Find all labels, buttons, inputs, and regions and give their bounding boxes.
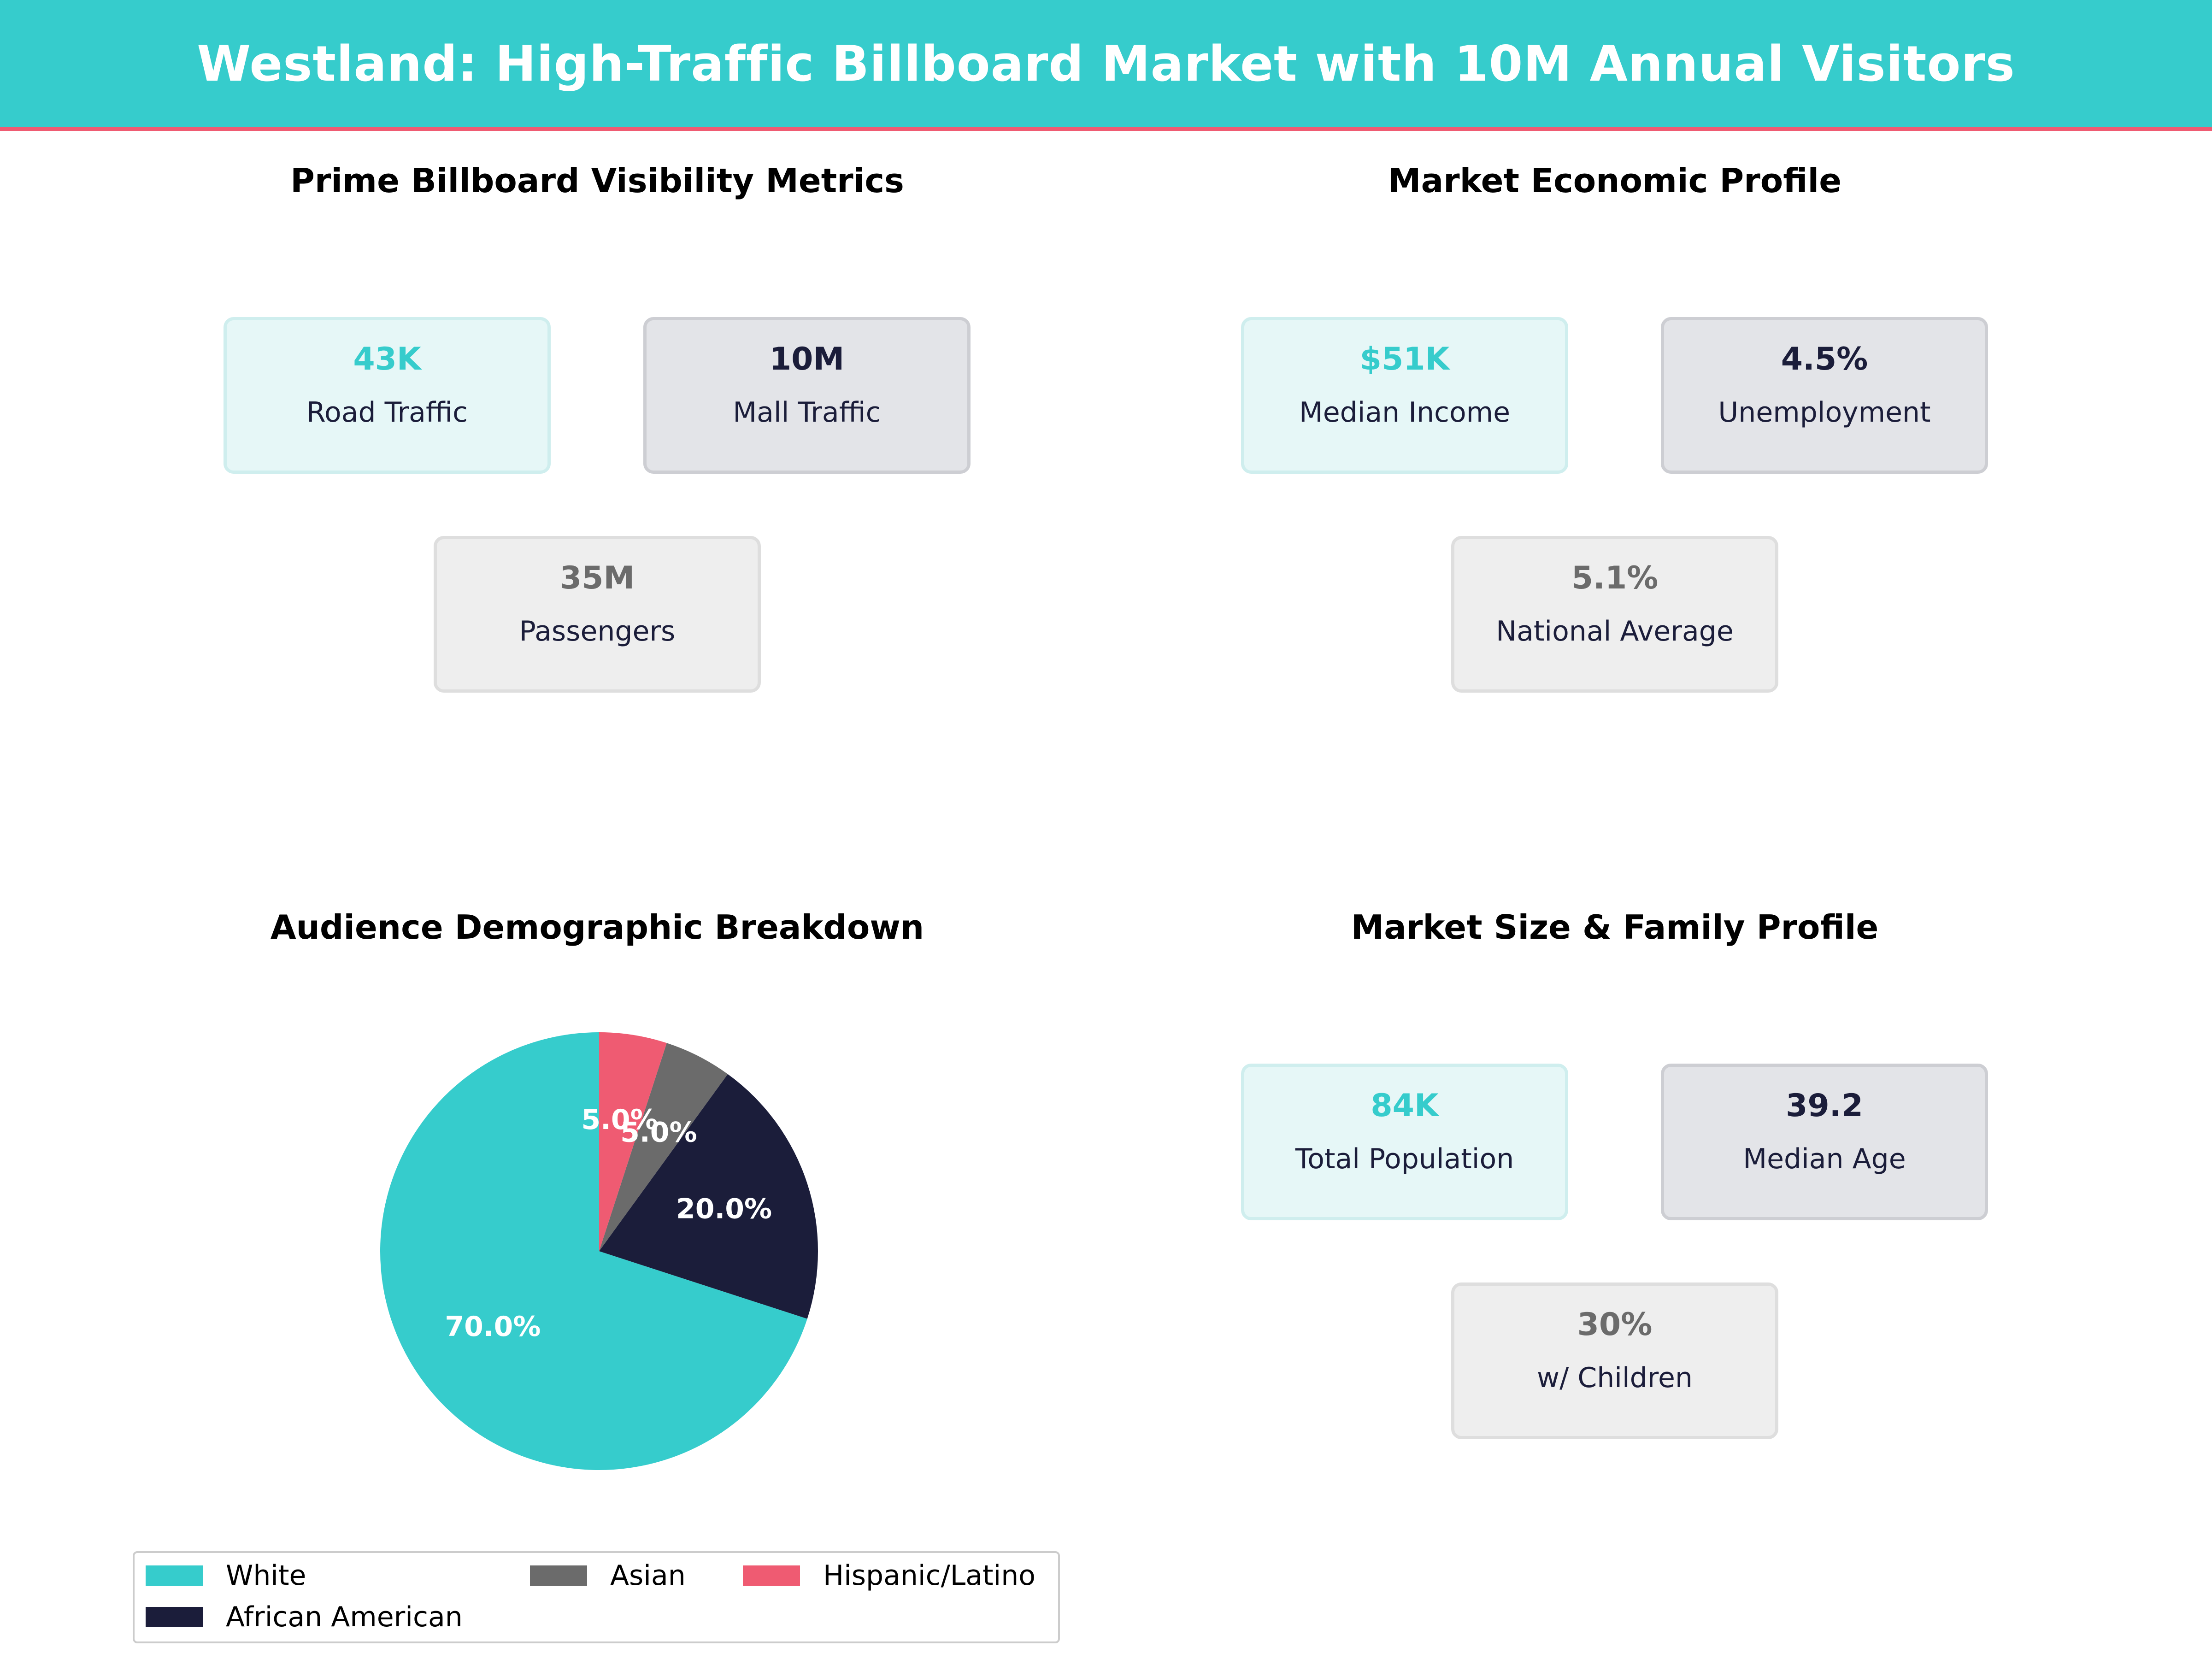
legend-item-hispanic-latino: Hispanic/Latino xyxy=(743,1559,1035,1592)
median-age-value: 39.2 xyxy=(1786,1088,1863,1124)
pie-label-white: 70.0% xyxy=(445,1311,541,1343)
pie-slice-white xyxy=(380,1032,807,1470)
national-average-card: 5.1% National Average xyxy=(1451,536,1778,693)
with-children-label: w/ Children xyxy=(1537,1362,1693,1394)
passengers-card: 35M Passengers xyxy=(434,536,761,693)
legend-swatch-asian xyxy=(530,1565,587,1586)
header-banner: Westland: High-Traffic Billboard Market … xyxy=(0,0,2212,131)
pie-label-african-american: 20.0% xyxy=(676,1193,772,1225)
passengers-value: 35M xyxy=(559,560,635,596)
median-income-value: $51K xyxy=(1359,341,1450,377)
market-panel-title: Market Size & Family Profile xyxy=(1351,908,1879,947)
demographic-pie-chart: 70.0% 20.0% 5.0%5.0% xyxy=(380,1032,818,1470)
pie-label-hispanic-latino: 5.0% xyxy=(581,1104,658,1136)
legend-swatch-hispanic-latino xyxy=(743,1565,800,1586)
pie-label-asian: 5.0% xyxy=(620,1117,697,1149)
legend-label-white: White xyxy=(226,1559,306,1592)
road-traffic-label: Road Traffic xyxy=(306,396,468,429)
median-income-label: Median Income xyxy=(1299,396,1511,429)
mall-traffic-value: 10M xyxy=(769,341,845,377)
median-age-card: 39.2 Median Age xyxy=(1661,1064,1988,1220)
legend-item-african-american: African American xyxy=(146,1601,463,1633)
mall-traffic-card: 10M Mall Traffic xyxy=(643,317,971,474)
legend-label-african-american: African American xyxy=(226,1601,463,1633)
road-traffic-card: 43K Road Traffic xyxy=(224,317,551,474)
legend-swatch-african-american xyxy=(146,1607,203,1627)
unemployment-card: 4.5% Unemployment xyxy=(1661,317,1988,474)
total-population-card: 84K Total Population xyxy=(1241,1064,1568,1220)
national-average-value: 5.1% xyxy=(1571,560,1659,596)
pie-legend: White African American Asian Hispanic/La… xyxy=(133,1551,1060,1643)
road-traffic-value: 43K xyxy=(353,341,421,377)
legend-swatch-white xyxy=(146,1565,203,1586)
page-title: Westland: High-Traffic Billboard Market … xyxy=(197,35,2015,92)
median-income-card: $51K Median Income xyxy=(1241,317,1568,474)
demographic-panel-title: Audience Demographic Breakdown xyxy=(270,908,924,947)
legend-item-white: White xyxy=(146,1559,306,1592)
pie-slice-asian xyxy=(599,1043,728,1251)
pie-slice-hispanic-latino xyxy=(599,1032,667,1251)
median-age-label: Median Age xyxy=(1743,1143,1906,1175)
legend-item-asian: Asian xyxy=(530,1559,686,1592)
visibility-panel-title: Prime Billboard Visibility Metrics xyxy=(290,161,904,200)
with-children-card: 30% w/ Children xyxy=(1451,1282,1778,1439)
mall-traffic-label: Mall Traffic xyxy=(733,396,881,429)
pie-slice-african-american xyxy=(599,1074,818,1319)
total-population-label: Total Population xyxy=(1295,1143,1514,1175)
national-average-label: National Average xyxy=(1496,615,1734,647)
unemployment-value: 4.5% xyxy=(1781,341,1868,377)
with-children-value: 30% xyxy=(1577,1306,1653,1343)
unemployment-label: Unemployment xyxy=(1718,396,1931,429)
legend-label-hispanic-latino: Hispanic/Latino xyxy=(823,1559,1035,1592)
passengers-label: Passengers xyxy=(519,615,676,647)
legend-label-asian: Asian xyxy=(610,1559,686,1592)
economic-panel-title: Market Economic Profile xyxy=(1388,161,1842,200)
total-population-value: 84K xyxy=(1371,1088,1439,1124)
